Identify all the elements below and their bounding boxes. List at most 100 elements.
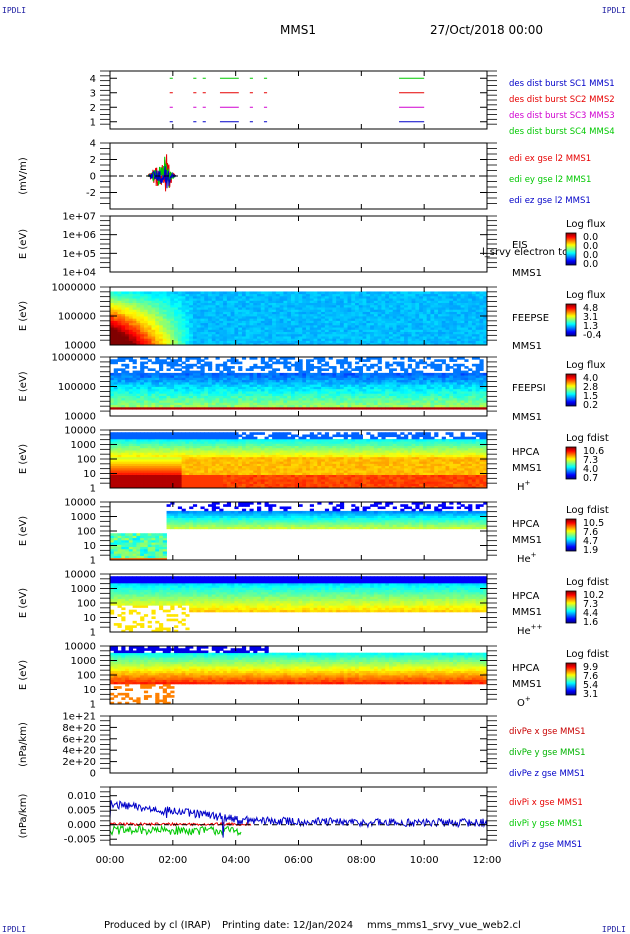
heatmap-cell [249,295,254,299]
heatmap-cell [392,357,397,360]
heatmap-cell [449,291,454,295]
heatmap-cell [306,370,311,374]
heatmap-cell [460,340,465,344]
heatmap-cell [260,338,265,341]
heatmap-cell [177,322,183,326]
heatmap-cell [113,406,118,410]
heatmap-cell [355,327,360,330]
heatmap-cell [117,324,122,328]
heatmap-cell [181,404,186,408]
heatmap-cell [230,366,235,369]
heatmap-cell [249,304,254,308]
heatmap-cell [388,363,394,367]
heatmap-cell [170,479,175,482]
heatmap-cell [445,304,450,308]
heatmap-cell [445,406,450,410]
heatmap-cell [392,320,397,324]
heatmap-cell [132,361,137,365]
heatmap-cell [249,381,254,385]
heatmap-cell [355,333,360,337]
heatmap-cell [238,386,243,390]
heatmap-cell [309,366,314,369]
heatmap-cell [411,329,416,333]
heatmap-cell [174,386,179,390]
heatmap-cell [192,295,198,299]
heatmap-cell [434,366,439,369]
heatmap-cell [245,340,250,344]
heatmap-cell [275,320,281,324]
heatmap-cell [426,393,431,396]
heatmap-cell [110,372,115,376]
heatmap-cell [143,309,149,312]
heatmap-cell [245,298,250,301]
heatmap-cell [132,333,137,337]
heatmap-cell [287,295,292,299]
heatmap-cell [143,338,149,341]
heatmap-cell [294,318,299,321]
heatmap-cell [370,388,375,392]
heatmap-cell [415,331,420,335]
heatmap-cell [143,465,149,469]
heatmap-cell [396,336,401,339]
heatmap-cell [290,307,296,310]
heatmap-cell [208,391,213,394]
heatmap-cell [475,313,480,317]
heatmap-cell [147,375,152,378]
heatmap-cell [321,320,326,324]
heatmap-cell [215,295,220,299]
heatmap-cell [143,450,149,453]
heatmap-cell [140,434,145,438]
heatmap-cell [159,454,164,458]
heatmap-cell [309,298,314,301]
heatmap-cell [287,379,292,383]
heatmap-cell [238,320,243,324]
heatmap-cell [140,476,145,480]
heatmap-cell [110,384,115,387]
heatmap-cell [306,391,311,394]
heatmap-cell [147,476,152,480]
heatmap-cell [321,391,326,394]
heatmap-cell [253,375,258,378]
heatmap-cell [215,366,220,369]
heatmap-cell [159,322,164,326]
heatmap-cell [136,302,141,306]
heatmap-cell [434,379,439,383]
heatmap-cell [411,368,416,372]
heatmap-cell [151,298,156,301]
heatmap-cell [192,320,198,324]
heatmap-cell [117,377,122,381]
heatmap-cell [483,377,488,381]
heatmap-cell [471,331,477,335]
heatmap-cell [313,316,318,319]
heatmap-cell [226,307,232,310]
heatmap-cell [422,340,428,344]
heatmap-cell [272,309,277,312]
heatmap-cell [204,377,209,381]
heatmap-cell [422,304,428,308]
heatmap-cell [166,384,171,387]
heatmap-cell [110,395,115,399]
heatmap-cell [249,309,254,312]
heatmap-cell [290,338,296,341]
heatmap-cell [396,377,401,381]
heatmap-cell [456,291,462,295]
heatmap-cell [302,379,307,383]
heatmap-cell [249,368,254,372]
heatmap-cell [411,291,416,295]
heatmap-cell [407,366,412,369]
heatmap-cell [392,329,397,333]
heatmap-cell [189,291,194,295]
heatmap-cell [174,309,179,312]
heatmap-cell [185,338,190,341]
heatmap-cell [430,293,435,297]
heatmap-cell [162,381,167,385]
heatmap-cell [223,361,228,365]
heatmap-cell [230,329,235,333]
heatmap-cell [219,395,224,399]
heatmap-cell [332,333,337,337]
heatmap-cell [204,329,209,333]
heatmap-cell [162,318,167,321]
heatmap-cell [196,307,201,310]
heatmap-cell [441,324,446,328]
heatmap-cell [162,461,167,464]
